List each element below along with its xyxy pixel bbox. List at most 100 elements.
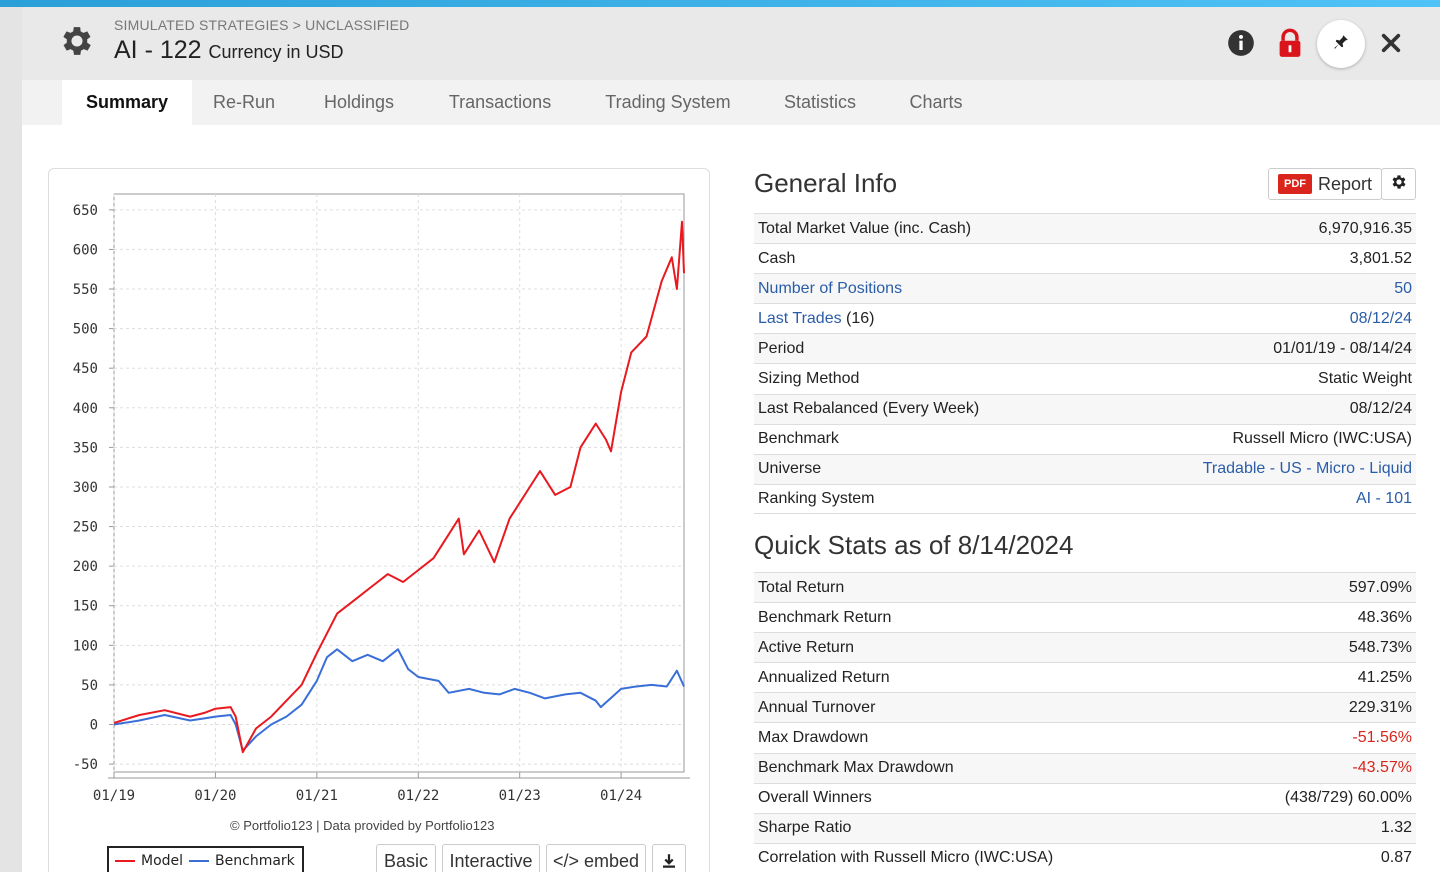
table-row: Benchmark Russell Micro (IWC:USA) bbox=[754, 423, 1416, 454]
table-row: Benchmark Max Drawdown -43.57% bbox=[754, 752, 1416, 783]
row-label: Ranking System bbox=[758, 489, 875, 507]
tab-charts[interactable]: Charts bbox=[909, 92, 963, 112]
x-tick-label: 01/19 bbox=[93, 788, 135, 804]
chart-credit: © Portfolio123 | Data provided by Portfo… bbox=[230, 818, 495, 833]
table-row: Last Rebalanced (Every Week) 08/12/24 bbox=[754, 393, 1416, 424]
row-value: 08/12/24 bbox=[1349, 400, 1412, 418]
strategy-name: AI - 122 bbox=[114, 36, 202, 64]
pin-button[interactable] bbox=[1317, 20, 1365, 68]
top-accent-bar bbox=[0, 0, 1440, 7]
row-value: 3,801.52 bbox=[1349, 249, 1412, 267]
left-gutter bbox=[0, 7, 22, 872]
row-label: Benchmark Return bbox=[758, 608, 892, 626]
row-value: 01/01/19 - 08/14/24 bbox=[1273, 339, 1412, 357]
tab-bar: Summary Re-Run Holdings Transactions Tra… bbox=[22, 80, 1440, 125]
row-value: 6,970,916.35 bbox=[1318, 219, 1412, 237]
currency-label: Currency in USD bbox=[208, 42, 344, 62]
tab-holdings[interactable]: Holdings bbox=[323, 92, 395, 112]
download-button[interactable] bbox=[652, 844, 686, 872]
report-settings-button[interactable] bbox=[1381, 168, 1416, 200]
y-tick-label: -50 bbox=[73, 757, 98, 773]
row-label[interactable]: Last Trades (16) bbox=[758, 309, 875, 327]
y-tick-label: 350 bbox=[73, 440, 98, 456]
y-tick-label: 50 bbox=[81, 678, 98, 694]
quick-stats-table: Total Return 597.09% Benchmark Return 48.36… bbox=[754, 572, 1416, 872]
row-value[interactable]: AI - 101 bbox=[1355, 489, 1412, 507]
series-line-benchmark bbox=[113, 648, 685, 752]
info-icon[interactable] bbox=[1226, 28, 1256, 58]
interactive-button[interactable]: Interactive bbox=[442, 844, 540, 872]
pin-icon bbox=[1332, 33, 1350, 56]
row-value: -51.56% bbox=[1352, 729, 1412, 747]
row-value[interactable]: Tradable - US - Micro - Liquid bbox=[1202, 460, 1412, 478]
row-label: Period bbox=[758, 339, 805, 357]
pdf-icon: PDF bbox=[1277, 174, 1312, 194]
page-header: SIMULATED STRATEGIES > UNCLASSIFIED AI -… bbox=[22, 7, 1440, 80]
table-row: Total Market Value (inc. Cash) 6,970,916.… bbox=[754, 213, 1416, 244]
gear-icon[interactable] bbox=[58, 22, 96, 60]
tab-transactions[interactable]: Transactions bbox=[448, 92, 552, 112]
x-tick-label: 01/23 bbox=[499, 788, 541, 804]
general-info-table: Total Market Value (inc. Cash) 6,970,916.… bbox=[754, 213, 1416, 514]
row-value: 0.87 bbox=[1380, 848, 1412, 866]
table-row: Sharpe Ratio 1.32 bbox=[754, 812, 1416, 843]
embed-button[interactable]: </> embed bbox=[546, 844, 646, 872]
pdf-report-button[interactable]: PDF Report bbox=[1268, 168, 1382, 200]
y-tick-label: 400 bbox=[73, 401, 98, 417]
gear-icon bbox=[1390, 173, 1408, 196]
page-title: AI - 122 Currency in USD bbox=[114, 36, 344, 65]
tab-rerun[interactable]: Re-Run bbox=[212, 92, 276, 112]
row-label: Max Drawdown bbox=[758, 729, 869, 747]
row-value: 41.25% bbox=[1357, 668, 1412, 686]
table-row: Overall Winners (438/729) 60.00% bbox=[754, 782, 1416, 813]
y-tick-label: 200 bbox=[73, 559, 98, 575]
row-label: Cash bbox=[758, 249, 796, 267]
table-row: Universe Tradable - US - Micro - Liquid bbox=[754, 453, 1416, 484]
row-label: Annualized Return bbox=[758, 668, 890, 686]
x-tick-label: 01/20 bbox=[194, 788, 236, 804]
lock-icon[interactable] bbox=[1275, 28, 1305, 58]
plot-area bbox=[113, 193, 685, 773]
breadcrumb[interactable]: SIMULATED STRATEGIES > UNCLASSIFIED bbox=[114, 17, 410, 33]
row-value: 597.09% bbox=[1348, 578, 1412, 596]
table-row: Sizing Method Static Weight bbox=[754, 363, 1416, 393]
tab-trading-system[interactable]: Trading System bbox=[605, 92, 731, 112]
performance-chart[interactable]: -50 0 50 100 150 200 250 300 350 400 450 500 550 600 6… bbox=[48, 168, 710, 818]
chart-legend[interactable]: Model Benchmark bbox=[107, 846, 304, 872]
row-label: Annual Turnover bbox=[758, 698, 876, 716]
row-value: -43.57% bbox=[1352, 759, 1412, 777]
y-tick-label: 0 bbox=[90, 717, 98, 733]
quick-stats-title: Quick Stats as of 8/14/2024 bbox=[754, 530, 1074, 560]
y-tick-label: 450 bbox=[73, 361, 98, 377]
series-line-model bbox=[113, 220, 685, 754]
table-row: Ranking System AI - 101 bbox=[754, 483, 1416, 514]
y-tick-label: 600 bbox=[73, 242, 98, 258]
row-value[interactable]: 50 bbox=[1394, 279, 1412, 297]
model-legend-swatch bbox=[115, 860, 135, 862]
y-tick-label: 650 bbox=[73, 203, 98, 219]
tab-summary[interactable]: Summary bbox=[62, 80, 192, 125]
x-tick-label: 01/22 bbox=[397, 788, 439, 804]
row-label: Overall Winners bbox=[758, 789, 872, 807]
tab-statistics[interactable]: Statistics bbox=[783, 92, 857, 112]
basic-button[interactable]: Basic bbox=[376, 844, 436, 872]
close-icon[interactable] bbox=[1376, 28, 1406, 58]
row-value[interactable]: 08/12/24 bbox=[1349, 309, 1412, 327]
row-label: Sharpe Ratio bbox=[758, 819, 852, 837]
row-value: Russell Micro (IWC:USA) bbox=[1232, 430, 1412, 448]
row-label: Sizing Method bbox=[758, 370, 860, 388]
legend-benchmark-label: Benchmark bbox=[215, 853, 295, 869]
x-tick-label: 01/21 bbox=[296, 788, 338, 804]
row-label[interactable]: Number of Positions bbox=[758, 279, 903, 297]
table-row: Benchmark Return 48.36% bbox=[754, 602, 1416, 632]
row-label: Total Return bbox=[758, 578, 845, 596]
legend-model-label: Model bbox=[141, 853, 184, 869]
x-tick-label: 01/24 bbox=[600, 788, 642, 804]
row-label: Benchmark Max Drawdown bbox=[758, 759, 954, 777]
y-tick-label: 150 bbox=[73, 599, 98, 615]
row-value: 548.73% bbox=[1348, 638, 1412, 656]
table-row: Last Trades (16) 08/12/24 bbox=[754, 303, 1416, 333]
y-tick-label: 550 bbox=[73, 282, 98, 298]
row-label: Active Return bbox=[758, 638, 855, 656]
general-info-title: General Info bbox=[754, 168, 898, 198]
